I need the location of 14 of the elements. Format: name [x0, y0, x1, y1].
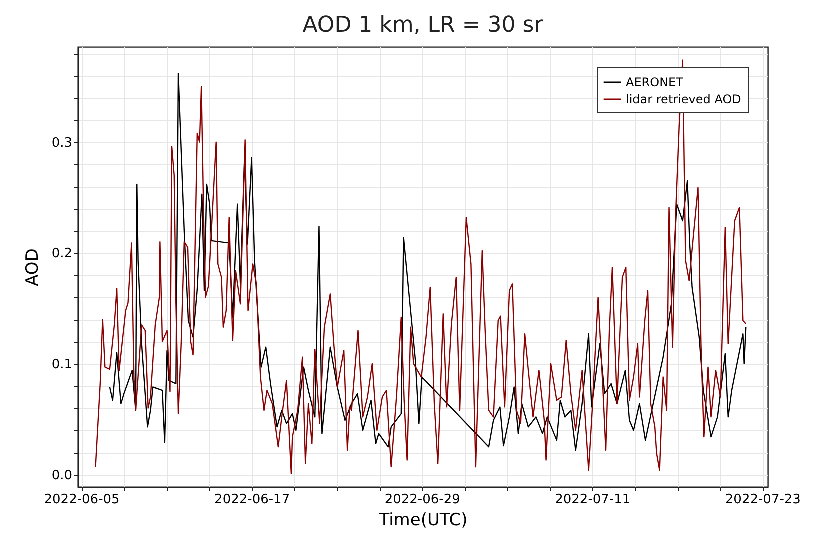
y-tick-label: 0.3	[52, 136, 72, 151]
x-axis-title: Time(UTC)	[378, 510, 468, 530]
x-tick-label: 2022-06-05	[44, 492, 120, 508]
legend-label: AERONET	[626, 76, 684, 90]
y-tick-label: 0.2	[52, 246, 72, 262]
x-tick-label: 2022-07-11	[555, 492, 631, 508]
x-tick-label: 2022-06-17	[214, 492, 290, 508]
legend-label: lidar retrieved AOD	[626, 92, 742, 106]
x-tick-label: 2022-07-23	[725, 492, 801, 508]
x-tick-label: 2022-06-29	[384, 492, 460, 508]
y-axis-title: AOD	[22, 248, 43, 286]
y-tick-label: 0.1	[52, 357, 72, 372]
y-tick-label: 0.0	[52, 468, 72, 484]
chart-title: AOD 1 km, LR = 30 sr	[302, 13, 544, 38]
